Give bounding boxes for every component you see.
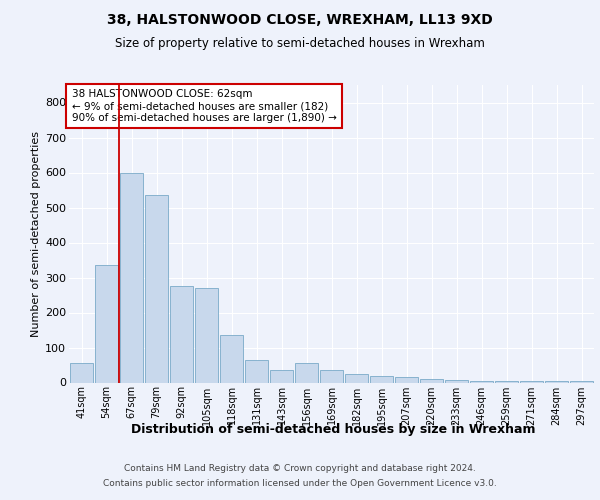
Bar	[419, 379, 443, 382]
Text: 38 HALSTONWOOD CLOSE: 62sqm
← 9% of semi-detached houses are smaller (182)
90% o: 38 HALSTONWOOD CLOSE: 62sqm ← 9% of semi…	[71, 90, 337, 122]
Bar	[320, 370, 343, 382]
Bar	[445, 380, 469, 382]
Bar	[395, 377, 418, 382]
Bar	[170, 286, 193, 382]
Text: Contains public sector information licensed under the Open Government Licence v3: Contains public sector information licen…	[103, 479, 497, 488]
Text: Distribution of semi-detached houses by size in Wrexham: Distribution of semi-detached houses by …	[131, 422, 535, 436]
Bar	[370, 376, 394, 382]
Bar	[245, 360, 268, 382]
Bar	[194, 288, 218, 382]
Bar	[119, 172, 143, 382]
Text: Size of property relative to semi-detached houses in Wrexham: Size of property relative to semi-detach…	[115, 38, 485, 51]
Bar	[220, 335, 244, 382]
Bar	[145, 195, 169, 382]
Text: 38, HALSTONWOOD CLOSE, WREXHAM, LL13 9XD: 38, HALSTONWOOD CLOSE, WREXHAM, LL13 9XD	[107, 12, 493, 26]
Bar	[470, 381, 493, 382]
Bar	[494, 381, 518, 382]
Text: Contains HM Land Registry data © Crown copyright and database right 2024.: Contains HM Land Registry data © Crown c…	[124, 464, 476, 473]
Bar	[295, 363, 319, 382]
Bar	[344, 374, 368, 382]
Y-axis label: Number of semi-detached properties: Number of semi-detached properties	[31, 130, 41, 337]
Bar	[70, 363, 94, 382]
Bar	[95, 265, 118, 382]
Bar	[269, 370, 293, 382]
